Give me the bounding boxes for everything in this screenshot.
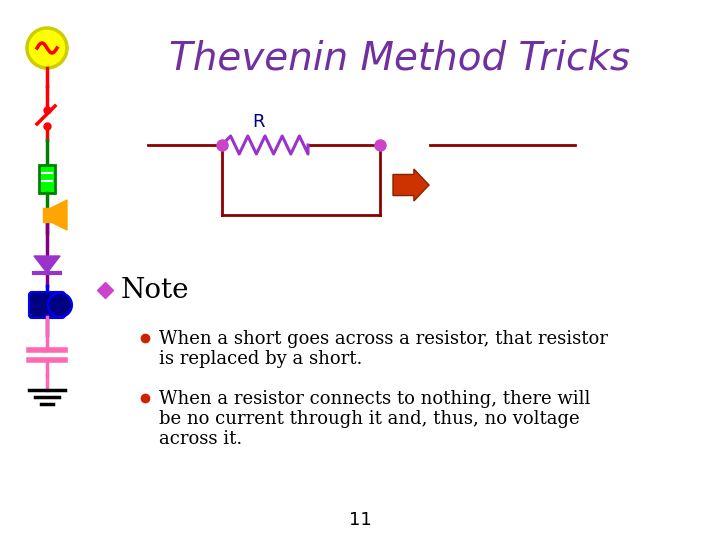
Text: When a resistor connects to nothing, there will: When a resistor connects to nothing, the… [159, 390, 590, 408]
Bar [43, 208, 51, 222]
Circle shape [27, 28, 67, 68]
Text: 11: 11 [348, 511, 372, 529]
Circle shape [48, 293, 72, 317]
Text: is replaced by a short.: is replaced by a short. [159, 350, 362, 368]
Polygon shape [34, 256, 60, 273]
Polygon shape [51, 200, 67, 230]
Text: Note: Note [121, 276, 189, 303]
Text: R: R [252, 113, 264, 131]
Text: across it.: across it. [159, 430, 242, 448]
Text: When a short goes across a resistor, that resistor: When a short goes across a resistor, tha… [159, 330, 608, 348]
Polygon shape [393, 169, 429, 201]
Bar [39, 165, 55, 193]
Text: Thevenin Method Tricks: Thevenin Method Tricks [169, 39, 631, 77]
FancyBboxPatch shape [29, 292, 65, 318]
Text: be no current through it and, thus, no voltage: be no current through it and, thus, no v… [159, 410, 580, 428]
